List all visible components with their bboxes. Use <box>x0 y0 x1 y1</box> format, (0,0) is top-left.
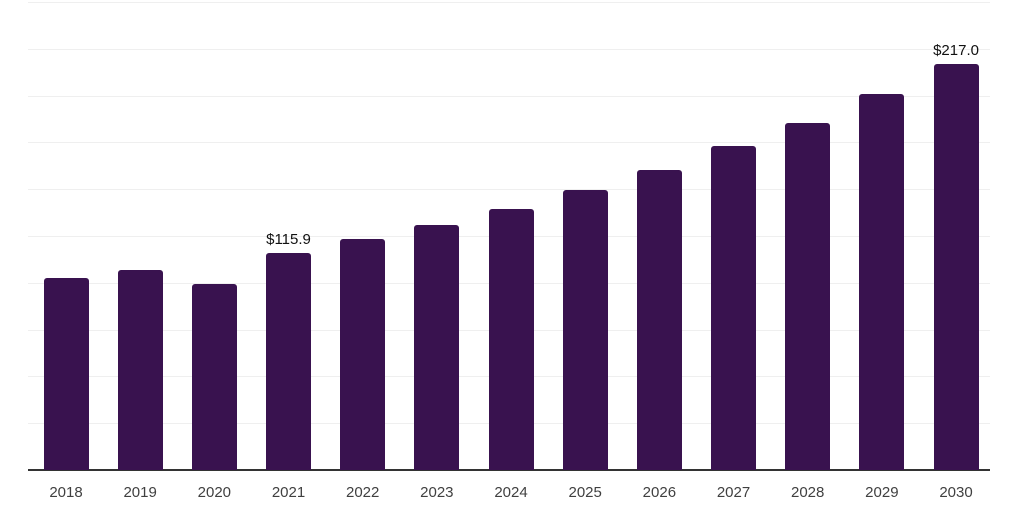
gridline <box>28 189 990 191</box>
gridline <box>28 95 990 97</box>
bar-2027 <box>711 146 757 470</box>
gridline <box>28 142 990 144</box>
plot-area: $115.9 $217.0 <box>28 2 990 471</box>
bar-2023 <box>414 224 460 470</box>
x-tick-label-2026: 2026 <box>642 484 677 501</box>
x-tick-label-2030: 2030 <box>939 484 973 501</box>
bar-2030 <box>933 63 979 470</box>
bar-2025 <box>562 189 608 470</box>
x-tick-label-2022: 2022 <box>345 484 380 501</box>
bar-2021 <box>266 253 311 470</box>
bar-value-label-2021: $115.9 <box>266 231 311 249</box>
x-tick-label-2028: 2028 <box>791 484 825 501</box>
bar-2026 <box>636 169 682 470</box>
bar-2022 <box>340 239 386 470</box>
x-tick-label-2029: 2029 <box>865 484 899 501</box>
bar-2028 <box>785 122 831 470</box>
x-tick-label-2024: 2024 <box>494 484 528 501</box>
bar-2024 <box>488 209 534 470</box>
x-tick-label-2025: 2025 <box>568 484 602 501</box>
gridline <box>28 2 990 3</box>
x-tick-label-2021: 2021 <box>271 484 306 501</box>
gridline <box>28 48 990 50</box>
bar-2029 <box>859 94 905 470</box>
x-tick-label-2020: 2020 <box>197 484 232 501</box>
bar-2018 <box>43 278 89 470</box>
x-tick-label-2027: 2027 <box>716 484 751 501</box>
bar-2020 <box>191 283 237 470</box>
bar-2019 <box>117 269 163 470</box>
x-tick-label-2019: 2019 <box>123 484 157 501</box>
x-tick-label-2023: 2023 <box>420 484 454 501</box>
bar-value-label-2030: $217.0 <box>933 41 979 59</box>
x-axis-line <box>28 469 990 471</box>
x-tick-label-2018: 2018 <box>49 484 83 501</box>
